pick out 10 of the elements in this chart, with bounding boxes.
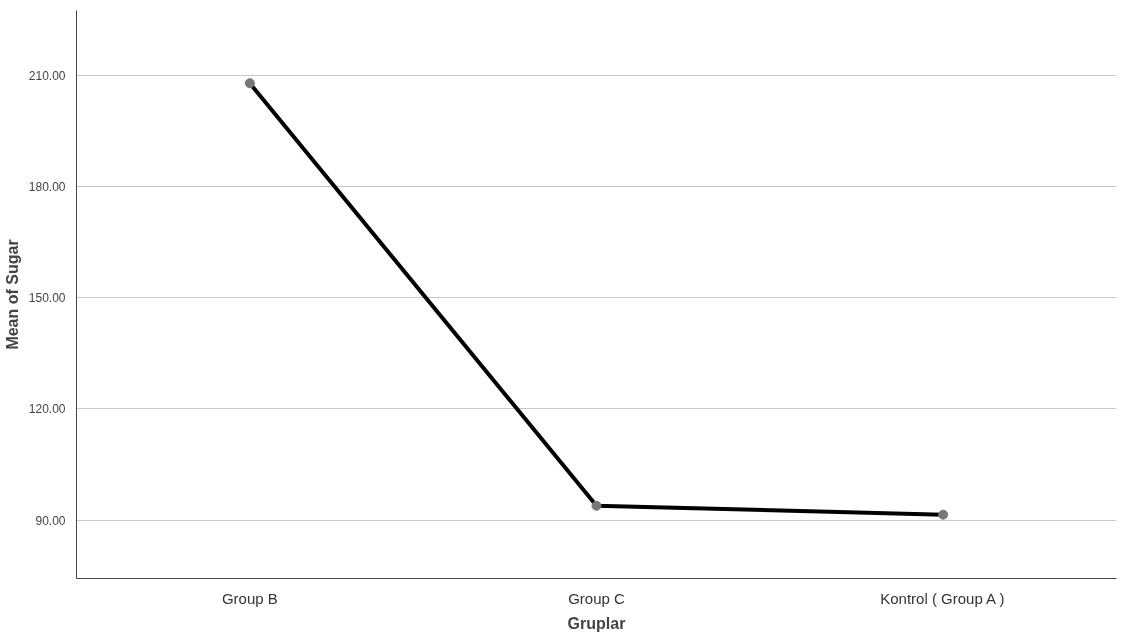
x-tick-label: Group C (568, 589, 626, 607)
x-tick-label: Kontrol ( Group A ) (880, 589, 1005, 607)
y-axis-title: Mean of Sugar (3, 239, 21, 350)
y-tick-label: 210.00 (28, 68, 66, 83)
y-tick-label: 90.00 (35, 513, 66, 528)
y-tick-label: 180.00 (28, 179, 66, 194)
x-axis-title: Gruplar (567, 614, 626, 632)
y-tick-label: 120.00 (28, 402, 66, 417)
y-tick-label: 150.00 (28, 291, 66, 306)
x-tick-label: Group B (221, 589, 278, 607)
